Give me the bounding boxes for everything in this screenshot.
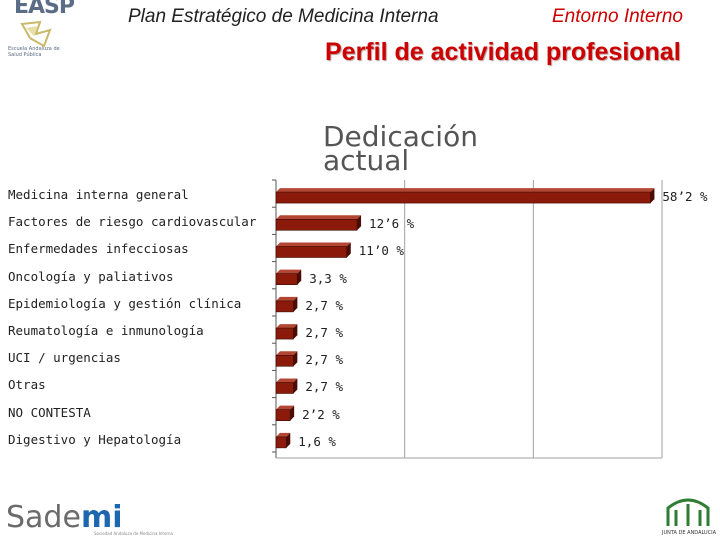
value-label: 12’6 % — [369, 216, 415, 232]
category-label: Factores de riesgo cardiovascular — [8, 214, 257, 230]
bar-3 — [275, 269, 302, 285]
chart-title: Dedicación actual — [323, 120, 478, 177]
bar-top-face-9 — [276, 432, 291, 437]
bar-front-face-5 — [275, 327, 294, 340]
bar-1 — [275, 215, 362, 231]
sademi-logo-subtitle: Sociedad Andaluza de Medicina Interna — [94, 531, 173, 536]
category-label: Oncología y paliativos — [8, 268, 174, 284]
junta-emblem-icon — [666, 498, 710, 526]
bar-front-face-1 — [275, 218, 358, 231]
category-label: Enfermedades infecciosas — [8, 241, 189, 257]
bar-front-face-2 — [275, 246, 348, 258]
bar-side-face-6 — [293, 351, 298, 367]
header-plan-title: Plan Estratégico de Medicina Interna — [128, 6, 439, 27]
junta-logo-caption: JUNTA DE ANDALUCIA — [662, 530, 717, 536]
value-label: 2,7 % — [305, 352, 343, 368]
bar-side-face-0 — [650, 188, 655, 204]
bar-front-face-9 — [275, 436, 287, 449]
bar-side-face-1 — [357, 215, 362, 231]
category-label: Reumatología e inmunología — [8, 323, 204, 339]
junta-andalucia-logo: JUNTA DE ANDALUCIA — [660, 490, 716, 538]
category-label: UCI / urgencias — [8, 350, 121, 366]
bar-0 — [275, 188, 655, 204]
bar-side-face-2 — [346, 242, 351, 258]
sademi-logo-text: Sademi — [6, 500, 123, 535]
bar-top-face-5 — [276, 324, 298, 329]
bar-top-face-0 — [276, 188, 655, 193]
bar-top-face-7 — [276, 378, 298, 383]
bar-side-face-3 — [297, 269, 302, 285]
easp-logo: EASP Escuela Andaluza de Salud Pública — [6, 0, 76, 70]
bar-8 — [275, 405, 295, 421]
easp-logo-subtitle: Escuela Andaluza de Salud Pública — [8, 46, 60, 58]
bar-side-face-5 — [293, 324, 298, 340]
value-label: 2,7 % — [305, 297, 343, 313]
bar-front-face-6 — [275, 354, 294, 367]
bar-5 — [275, 324, 298, 340]
bar-9 — [275, 432, 291, 449]
category-label: Epidemiología y gestión clínica — [8, 295, 242, 311]
bar-front-face-4 — [275, 300, 294, 313]
value-label: 2,7 % — [305, 325, 343, 341]
bar-top-face-3 — [276, 269, 302, 274]
value-label: 3,3 % — [309, 270, 347, 286]
bar-top-face-8 — [276, 405, 295, 410]
category-label: Medicina interna general — [8, 187, 189, 203]
sademi-logo: Sademi Sociedad Andaluza de Medicina Int… — [6, 500, 173, 536]
value-label: 2,7 % — [305, 379, 343, 395]
value-label: 1,6 % — [298, 433, 336, 449]
bar-side-face-8 — [290, 405, 295, 421]
bar-top-face-1 — [276, 215, 362, 220]
category-label: Otras — [8, 377, 46, 393]
bar-front-face-7 — [275, 382, 294, 394]
bar-4 — [275, 296, 298, 313]
easp-logo-text: EASP — [14, 0, 75, 19]
bar-side-face-9 — [286, 432, 291, 448]
bar-top-face-6 — [276, 351, 298, 356]
bar-front-face-0 — [275, 191, 651, 204]
value-label: 2’2 % — [302, 406, 340, 422]
bar-top-face-4 — [276, 296, 298, 301]
bar-side-face-7 — [293, 378, 298, 394]
value-label: 58’2 % — [662, 189, 708, 205]
bar-top-face-2 — [276, 242, 351, 247]
easp-emblem-icon — [20, 20, 52, 48]
header-section-title: Entorno Interno — [552, 6, 683, 27]
bar-2 — [275, 242, 351, 258]
bar-front-face-8 — [275, 409, 291, 421]
category-label: Digestivo y Hepatología — [8, 431, 182, 447]
bar-7 — [275, 378, 298, 394]
page-title: Perfil de actividad profesional — [325, 38, 681, 66]
category-label: NO CONTESTA — [8, 404, 91, 420]
bar-side-face-4 — [293, 296, 298, 312]
bar-front-face-3 — [275, 273, 298, 285]
bar-6 — [275, 351, 298, 367]
value-label: 11’0 % — [358, 243, 404, 259]
